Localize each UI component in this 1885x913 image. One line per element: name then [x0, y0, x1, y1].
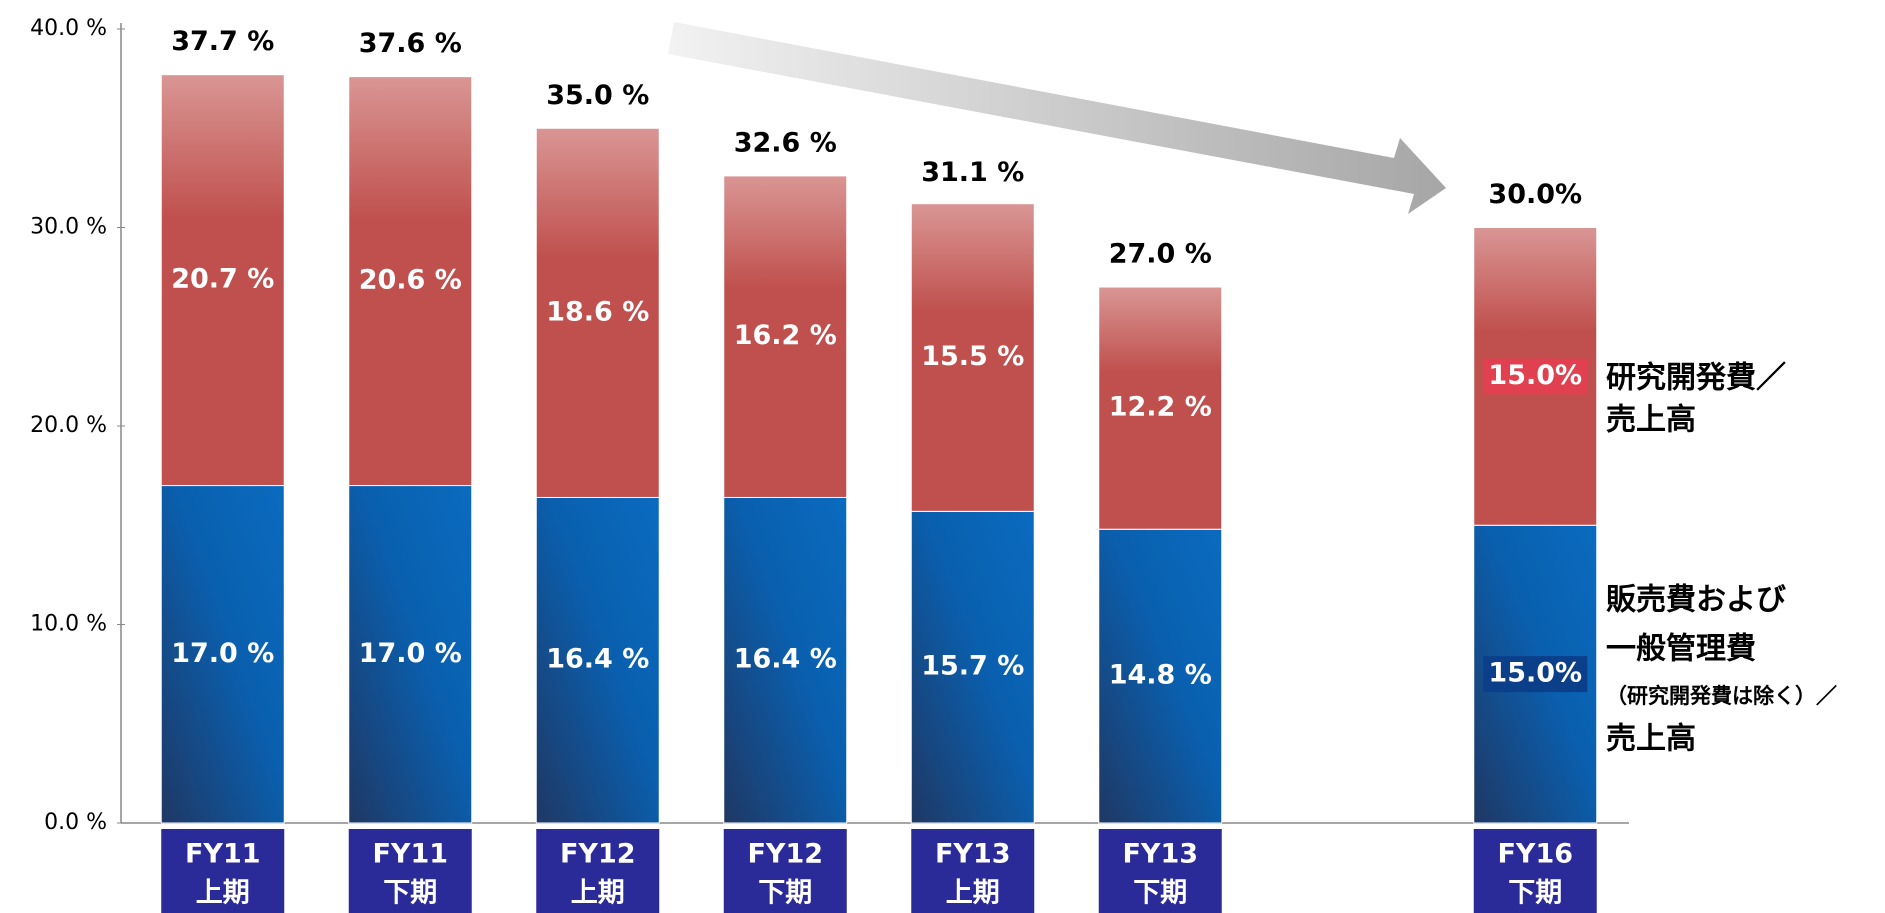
x-tick-label: FY12 — [560, 839, 636, 870]
legend-label: 研究開発費／ — [1606, 361, 1786, 396]
bar-segment — [910, 203, 1035, 512]
x-tick-label: 下期 — [1508, 878, 1562, 909]
category-box — [723, 829, 847, 913]
segment-label: 17.0 % — [171, 638, 274, 669]
label-highlight — [1483, 656, 1588, 693]
x-tick-label: 下期 — [758, 878, 812, 909]
y-tick-label: 10.0 % — [30, 612, 107, 637]
legend-label: 販売費および — [1606, 583, 1786, 618]
y-tick-label: 0.0 % — [44, 810, 107, 835]
x-tick-label: 上期 — [946, 878, 1000, 909]
bar-segment — [723, 496, 848, 824]
bar-segment — [160, 485, 285, 824]
segment-label: 15.0% — [1488, 658, 1582, 689]
segment-label: 16.4 % — [546, 644, 649, 675]
segment-label: 20.6 % — [359, 265, 462, 296]
segment-label: 15.5 % — [921, 341, 1024, 372]
legend-label: （研究開発費は除く）／ — [1606, 684, 1837, 708]
x-tick-label: FY11 — [185, 839, 261, 870]
total-label: 27.0 % — [1109, 239, 1212, 270]
y-tick-label: 20.0 % — [30, 413, 107, 438]
total-label: 35.0 % — [546, 80, 649, 111]
legend-label: 売上高 — [1606, 403, 1696, 438]
bar-segment — [723, 175, 848, 498]
category-box — [1473, 829, 1597, 913]
legend-label: 一般管理費 — [1606, 632, 1756, 667]
y-tick-label: 30.0 % — [30, 215, 107, 240]
segment-label: 16.2 % — [734, 320, 837, 351]
category-box — [161, 829, 285, 913]
x-tick-label: 下期 — [1133, 878, 1187, 909]
bar-segment — [348, 76, 473, 487]
bar-segment — [535, 127, 660, 498]
bar-segment — [1098, 286, 1223, 530]
x-tick-label: FY11 — [372, 839, 448, 870]
x-tick-label: 上期 — [196, 878, 250, 909]
segment-label: 15.0% — [1488, 360, 1582, 391]
y-tick-label: 40.0 % — [30, 16, 107, 41]
bar-segment — [1098, 528, 1223, 824]
x-tick-label: 上期 — [571, 878, 625, 909]
total-label: 37.7 % — [171, 26, 274, 57]
category-box — [348, 829, 472, 913]
segment-label: 14.8 % — [1109, 660, 1212, 691]
category-box — [1098, 829, 1222, 913]
segment-label: 16.4 % — [734, 644, 837, 675]
bar-segment — [160, 74, 285, 487]
trend-arrow — [668, 22, 1446, 214]
total-label: 37.6 % — [359, 28, 462, 59]
bar-segment — [348, 485, 473, 824]
total-label: 31.1 % — [921, 157, 1024, 188]
category-box — [911, 829, 1035, 913]
label-highlight — [1483, 358, 1588, 395]
x-tick-label: FY13 — [1122, 839, 1198, 870]
x-tick-label: FY12 — [747, 839, 823, 870]
total-label: 32.6 % — [734, 127, 837, 158]
total-label: 30.0% — [1488, 179, 1582, 210]
category-box — [536, 829, 660, 913]
bar-segment — [910, 510, 1035, 824]
segment-label: 20.7 % — [171, 264, 274, 295]
legend-label: 売上高 — [1606, 722, 1696, 757]
segment-label: 18.6 % — [546, 296, 649, 327]
x-tick-label: FY13 — [935, 839, 1011, 870]
x-tick-label: FY16 — [1497, 839, 1573, 870]
x-tick-label: 下期 — [383, 878, 437, 909]
segment-label: 15.7 % — [921, 651, 1024, 682]
segment-label: 12.2 % — [1109, 392, 1212, 423]
segment-label: 17.0 % — [359, 638, 462, 669]
